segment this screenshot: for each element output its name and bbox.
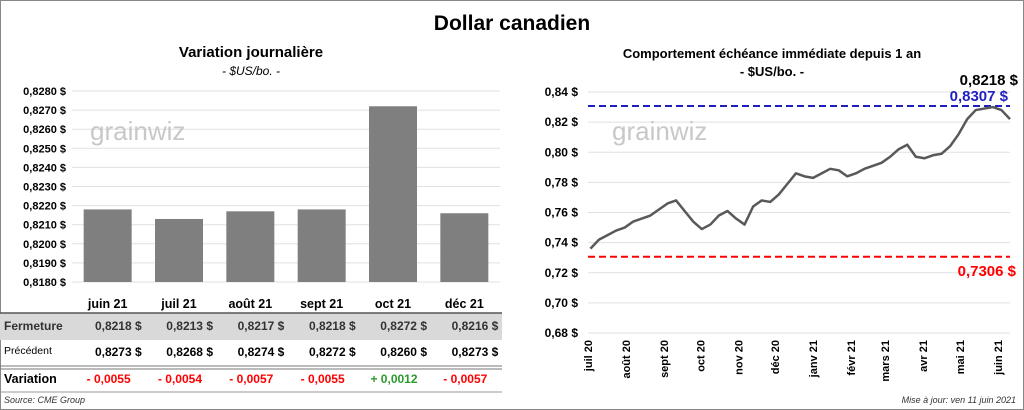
x-tick-label: sept 20 — [659, 340, 671, 378]
table-cell: 0,8272 $ — [380, 319, 427, 333]
y-tick-label: 0,76 $ — [545, 206, 579, 220]
x-tick-label: août 20 — [621, 340, 633, 379]
max-label: 0,8307 $ — [950, 88, 1009, 105]
bar — [440, 213, 489, 282]
bar — [226, 211, 275, 282]
table-cell: - 0,0055 — [300, 372, 345, 386]
min-label: 0,7306 $ — [958, 263, 1017, 280]
table-cell: 0,8218 $ — [308, 319, 356, 333]
table-cell: 0,8213 $ — [166, 319, 213, 333]
row-label: Précédent — [4, 345, 52, 357]
x-tick-label: mars 21 — [880, 340, 892, 382]
x-tick-label: févr 21 — [846, 340, 858, 375]
x-tick-label: oct 20 — [696, 340, 708, 372]
row-label: Variation — [4, 372, 57, 386]
watermark-logo: grainwiz — [612, 116, 707, 146]
y-tick-label: 0,8220 $ — [23, 201, 66, 213]
y-tick-label: 0,8270 $ — [23, 105, 66, 117]
column-header: oct 21 — [374, 297, 412, 311]
bar — [155, 218, 203, 282]
price-line — [589, 105, 1011, 250]
y-tick-label: 0,8190 $ — [23, 258, 66, 270]
x-tick-label: nov 20 — [733, 340, 745, 375]
table-cell: 0,8260 $ — [380, 345, 427, 359]
bar — [297, 209, 346, 282]
table-cell: 0,8273 $ — [94, 345, 142, 359]
table-cell: - 0,0055 — [86, 372, 131, 386]
y-tick-label: 0,8200 $ — [23, 239, 66, 251]
y-tick-label: 0,8280 $ — [23, 86, 66, 98]
line-chart-subtitle: - $US/bo. - — [739, 64, 805, 79]
main-title: Dollar canadien — [433, 12, 591, 35]
y-tick-label: 0,68 $ — [545, 326, 579, 340]
x-tick-label: avr 21 — [918, 340, 930, 372]
table-cell: 0,8218 $ — [94, 319, 142, 333]
y-tick-label: 0,8180 $ — [23, 277, 66, 289]
bar-chart-title: Variation journalière — [178, 44, 324, 61]
fermeture-row-bg — [0, 313, 502, 340]
y-tick-label: 0,8250 $ — [23, 143, 66, 155]
table-cell: 0,8274 $ — [237, 345, 285, 359]
table-cell: 0,8217 $ — [237, 319, 285, 333]
watermark-logo: grainwiz — [90, 116, 185, 146]
line-chart-title: Comportement échéance immédiate depuis 1… — [622, 46, 922, 61]
column-header: août 21 — [228, 297, 273, 311]
column-header: juil 21 — [161, 297, 197, 311]
table-cell: - 0,0057 — [229, 372, 274, 386]
y-tick-label: 0,84 $ — [545, 85, 579, 99]
y-tick-label: 0,70 $ — [545, 296, 579, 310]
table-cell: 0,8273 $ — [451, 345, 499, 359]
y-tick-label: 0,78 $ — [545, 175, 579, 189]
table-cell: 0,8272 $ — [308, 345, 356, 359]
x-tick-label: déc 20 — [770, 340, 782, 374]
x-tick-label: janv 21 — [808, 340, 820, 378]
x-tick-label: mai 21 — [955, 340, 967, 374]
x-tick-label: juin 21 — [993, 340, 1005, 376]
column-header: juin 21 — [87, 297, 128, 311]
table-cell: - 0,0057 — [443, 372, 488, 386]
y-tick-label: 0,82 $ — [545, 115, 579, 129]
x-tick-label: juil 20 — [583, 340, 595, 372]
bar-chart-subtitle: - $US/bo. - — [221, 64, 281, 78]
y-tick-label: 0,8240 $ — [23, 162, 66, 174]
table-cell: 0,8216 $ — [451, 319, 499, 333]
y-tick-label: 0,72 $ — [545, 266, 579, 280]
y-tick-label: 0,74 $ — [545, 236, 579, 250]
y-tick-label: 0,80 $ — [545, 145, 579, 159]
y-tick-label: 0,8260 $ — [23, 124, 66, 136]
bar — [369, 106, 417, 282]
column-header: déc 21 — [444, 297, 484, 311]
table-cell: + 0,0012 — [370, 372, 418, 386]
column-header: sept 21 — [300, 297, 344, 311]
source-note: Source: CME Group — [4, 395, 86, 405]
row-label: Fermeture — [4, 319, 63, 333]
bar — [83, 209, 132, 282]
table-cell: - 0,0054 — [157, 372, 203, 386]
last-price-label: 0,8218 $ — [960, 72, 1019, 89]
y-tick-label: 0,8210 $ — [23, 220, 66, 232]
update-note: Mise à jour: ven 11 juin 2021 — [901, 395, 1016, 405]
table-cell: 0,8268 $ — [166, 345, 213, 359]
y-tick-label: 0,8230 $ — [23, 182, 66, 194]
